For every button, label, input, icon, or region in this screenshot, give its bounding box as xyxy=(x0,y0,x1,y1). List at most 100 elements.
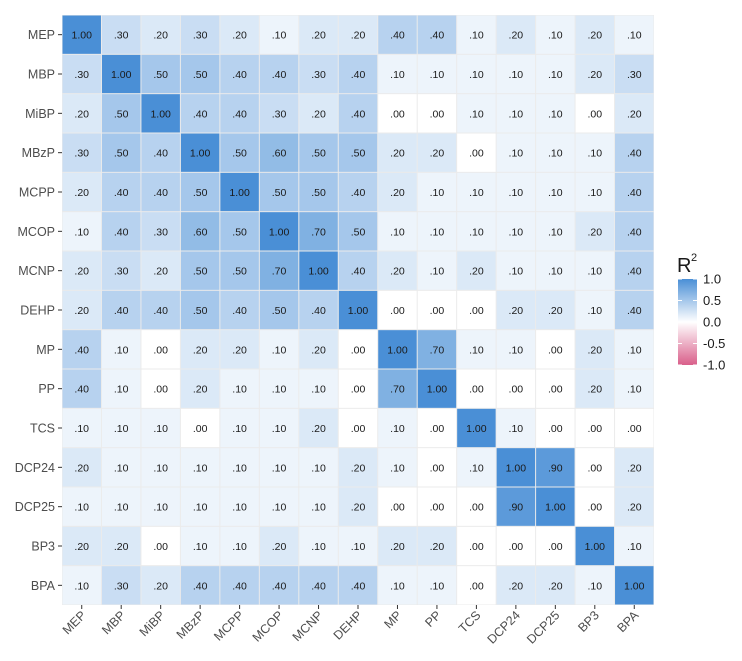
cell-label: .20 xyxy=(351,30,366,42)
cell-label: .10 xyxy=(627,344,642,356)
heatmap-cell xyxy=(220,408,259,448)
cell-label: .40 xyxy=(351,108,366,120)
heatmap-cell xyxy=(62,526,101,566)
cell-label: .00 xyxy=(193,423,208,435)
cell-label: .00 xyxy=(390,502,405,514)
legend-tick-label: -1.0 xyxy=(703,358,725,373)
heatmap-cell xyxy=(259,408,299,448)
heatmap-cell xyxy=(536,330,575,369)
cell-label: .20 xyxy=(548,305,563,317)
heatmap-cell xyxy=(378,487,417,526)
heatmap-cell xyxy=(180,487,220,526)
cell-label: .20 xyxy=(587,344,602,356)
heatmap-cell xyxy=(338,526,378,566)
heatmap-cell xyxy=(417,408,457,448)
heatmap-cell xyxy=(259,566,299,605)
x-tick-label: MEP xyxy=(60,608,89,637)
cell-label: .60 xyxy=(193,226,208,238)
heatmap-cell xyxy=(338,369,378,408)
heatmap-cell xyxy=(575,172,615,212)
heatmap-cell xyxy=(417,251,457,290)
heatmap-cell xyxy=(259,172,299,212)
cell-label: .10 xyxy=(587,187,602,199)
heatmap-cell xyxy=(62,290,101,330)
heatmap-cell xyxy=(101,526,141,566)
heatmap-cell xyxy=(496,448,536,487)
cell-label: .30 xyxy=(74,69,89,81)
heatmap-cell xyxy=(575,15,615,54)
cell-label: .00 xyxy=(469,305,484,317)
heatmap-cell xyxy=(496,94,536,133)
heatmap-cell xyxy=(338,448,378,487)
cell-label: .10 xyxy=(587,305,602,317)
heatmap-cell xyxy=(180,290,220,330)
x-tick-label: MCPP xyxy=(211,608,246,643)
y-tick-label: DCP24 xyxy=(15,461,55,475)
cell-label: .00 xyxy=(469,384,484,396)
heatmap-cell xyxy=(259,251,299,290)
heatmap-cell xyxy=(180,133,220,172)
heatmap-cell xyxy=(536,133,575,172)
cell-label: .10 xyxy=(114,462,129,474)
cell-label: .00 xyxy=(430,108,445,120)
heatmap-cell xyxy=(141,487,180,526)
heatmap-cell xyxy=(338,566,378,605)
heatmap-cell xyxy=(299,172,338,212)
heatmap-cell xyxy=(141,566,180,605)
cell-label: .40 xyxy=(272,580,287,592)
cell-label: .20 xyxy=(627,108,642,120)
cell-label: .10 xyxy=(390,226,405,238)
heatmap-cell xyxy=(457,290,496,330)
heatmap-cell xyxy=(575,94,615,133)
heatmap-cell xyxy=(62,448,101,487)
heatmap-cell xyxy=(101,487,141,526)
cell-label: .00 xyxy=(430,305,445,317)
heatmap-cell xyxy=(62,251,101,290)
cell-label: .20 xyxy=(587,69,602,81)
cell-label: .10 xyxy=(232,462,247,474)
heatmap-cell xyxy=(141,15,180,54)
cell-label: .30 xyxy=(114,580,129,592)
cell-label: .10 xyxy=(509,344,524,356)
heatmap-cell xyxy=(259,448,299,487)
cell-label: .10 xyxy=(430,266,445,278)
cell-label: .20 xyxy=(74,462,89,474)
heatmap-cell xyxy=(417,15,457,54)
legend-tick-label: -0.5 xyxy=(703,336,725,351)
heatmap-cell xyxy=(417,526,457,566)
heatmap-cell xyxy=(141,526,180,566)
heatmap-cell xyxy=(101,290,141,330)
cell-label: .10 xyxy=(153,423,168,435)
cell-label: .10 xyxy=(627,30,642,42)
y-tick-label: MBP xyxy=(28,68,55,82)
y-tick-label: PP xyxy=(38,382,55,396)
heatmap-cell xyxy=(496,133,536,172)
cell-label: 1.00 xyxy=(506,462,527,474)
heatmap-cell xyxy=(496,15,536,54)
heatmap-cell xyxy=(536,487,575,526)
heatmap-cell xyxy=(378,212,417,251)
heatmap-cell xyxy=(457,369,496,408)
heatmap-cell xyxy=(62,408,101,448)
heatmap-cell xyxy=(378,54,417,94)
cell-label: .20 xyxy=(390,187,405,199)
heatmap-cell xyxy=(378,526,417,566)
cell-label: .40 xyxy=(627,148,642,160)
cell-label: .10 xyxy=(509,187,524,199)
cell-label: .70 xyxy=(430,344,445,356)
cell-label: .20 xyxy=(627,502,642,514)
cell-label: .00 xyxy=(548,541,563,553)
cell-label: .10 xyxy=(469,462,484,474)
cell-label: .10 xyxy=(509,266,524,278)
cell-label: .40 xyxy=(627,187,642,199)
cell-label: .10 xyxy=(153,462,168,474)
cell-label: .10 xyxy=(272,344,287,356)
heatmap-cell xyxy=(536,251,575,290)
heatmap-cell xyxy=(615,448,654,487)
heatmap-cell xyxy=(575,487,615,526)
heatmap-cell xyxy=(62,15,101,54)
heatmap-cell xyxy=(220,566,259,605)
cell-label: .20 xyxy=(627,462,642,474)
heatmap-cell xyxy=(378,408,417,448)
cell-label: .20 xyxy=(74,305,89,317)
